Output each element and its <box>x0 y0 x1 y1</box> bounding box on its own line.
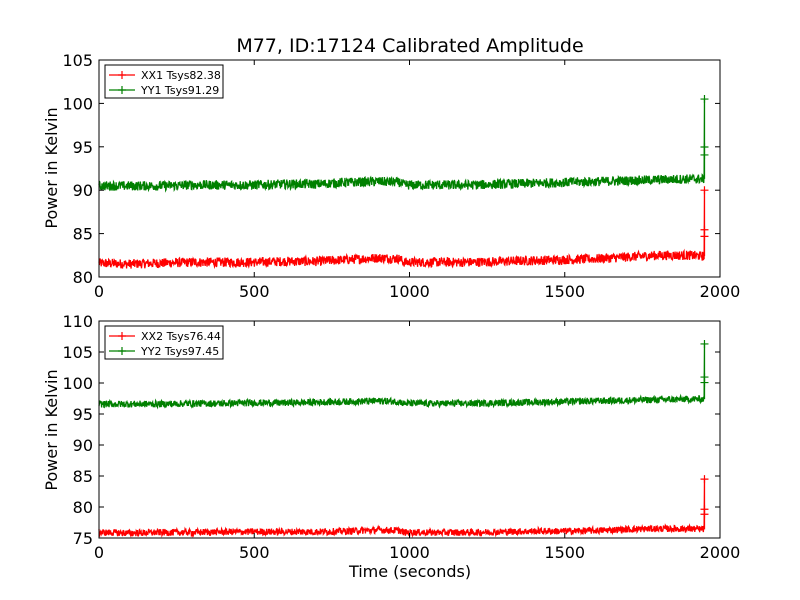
y-tick-label: 95 <box>73 405 93 424</box>
series-layer-bottom <box>98 339 709 538</box>
spike-marker <box>700 142 709 151</box>
y-tick-label: 100 <box>62 94 93 113</box>
y-tick-label: 100 <box>62 374 93 393</box>
legend-label: YY2 Tsys97.45 <box>140 345 219 358</box>
ticks-bottom: 0 500 1000 1500 2000 75 80 85 90 95 100 105 110 <box>62 312 740 562</box>
y-tick-label: 85 <box>73 225 93 244</box>
spike-marker <box>700 150 709 159</box>
y-tick-label: 95 <box>73 138 93 157</box>
y-axis-label-top: Power in Kelvin <box>42 107 61 228</box>
y-tick-label: 85 <box>73 467 93 486</box>
spike-marker <box>700 95 709 104</box>
series-line-xx <box>98 190 706 270</box>
series-line-yy <box>98 99 706 193</box>
legend-label: YY1 Tsys91.29 <box>140 84 219 97</box>
y-tick-label: 90 <box>73 181 93 200</box>
legend-box <box>104 64 224 99</box>
x-tick-label: 1500 <box>544 282 585 301</box>
legend-bottom: XX2 Tsys76.44 YY2 Tsys97.45 <box>104 325 224 360</box>
x-tick-label: 500 <box>239 282 270 301</box>
legend-marker <box>118 347 126 355</box>
spike-marker <box>700 339 709 348</box>
legend-marker <box>118 86 126 94</box>
chart-title: M77, ID:17124 Calibrated Amplitude <box>236 35 583 57</box>
legend-top: XX1 Tsys82.38 YY1 Tsys91.29 <box>104 64 224 99</box>
spike-marker <box>700 378 709 387</box>
spike-marker <box>700 232 709 241</box>
legend-label: XX1 Tsys82.38 <box>141 69 221 82</box>
y-tick-label: 90 <box>73 436 93 455</box>
x-tick-label: 500 <box>239 543 270 562</box>
y-tick-label: 80 <box>73 268 93 287</box>
legend-box <box>104 325 224 360</box>
x-tick-label: 1500 <box>544 543 585 562</box>
x-tick-label: 2000 <box>700 543 741 562</box>
series-layer-top <box>98 95 709 270</box>
x-tick-label: 2000 <box>700 282 741 301</box>
spike-marker <box>700 186 709 195</box>
y-axis-label-bottom: Power in Kelvin <box>42 369 61 490</box>
y-tick-label: 105 <box>62 51 93 70</box>
y-tick-label: 110 <box>62 312 93 331</box>
spike-marker <box>700 510 709 519</box>
y-tick-label: 75 <box>73 529 93 548</box>
x-tick-label: 1000 <box>389 543 430 562</box>
series-line-xx <box>98 479 706 538</box>
x-tick-label: 0 <box>94 282 104 301</box>
y-tick-label: 80 <box>73 498 93 517</box>
spike-marker <box>700 475 709 484</box>
panel-bottom: 0 500 1000 1500 2000 75 80 85 90 95 100 105 110 Powe… <box>42 312 740 581</box>
x-tick-label: 0 <box>94 543 104 562</box>
ticks-top: 0 500 1000 1500 2000 80 85 90 95 100 105 <box>62 51 740 301</box>
legend-marker <box>118 71 126 79</box>
series-line-yy <box>98 343 706 410</box>
x-axis-label: Time (seconds) <box>348 562 471 581</box>
legend-label: XX2 Tsys76.44 <box>141 330 221 343</box>
y-tick-label: 105 <box>62 343 93 362</box>
panel-top: 0 500 1000 1500 2000 80 85 90 95 100 105 Power in … <box>42 51 740 301</box>
x-tick-label: 1000 <box>389 282 430 301</box>
legend-marker <box>118 332 126 340</box>
